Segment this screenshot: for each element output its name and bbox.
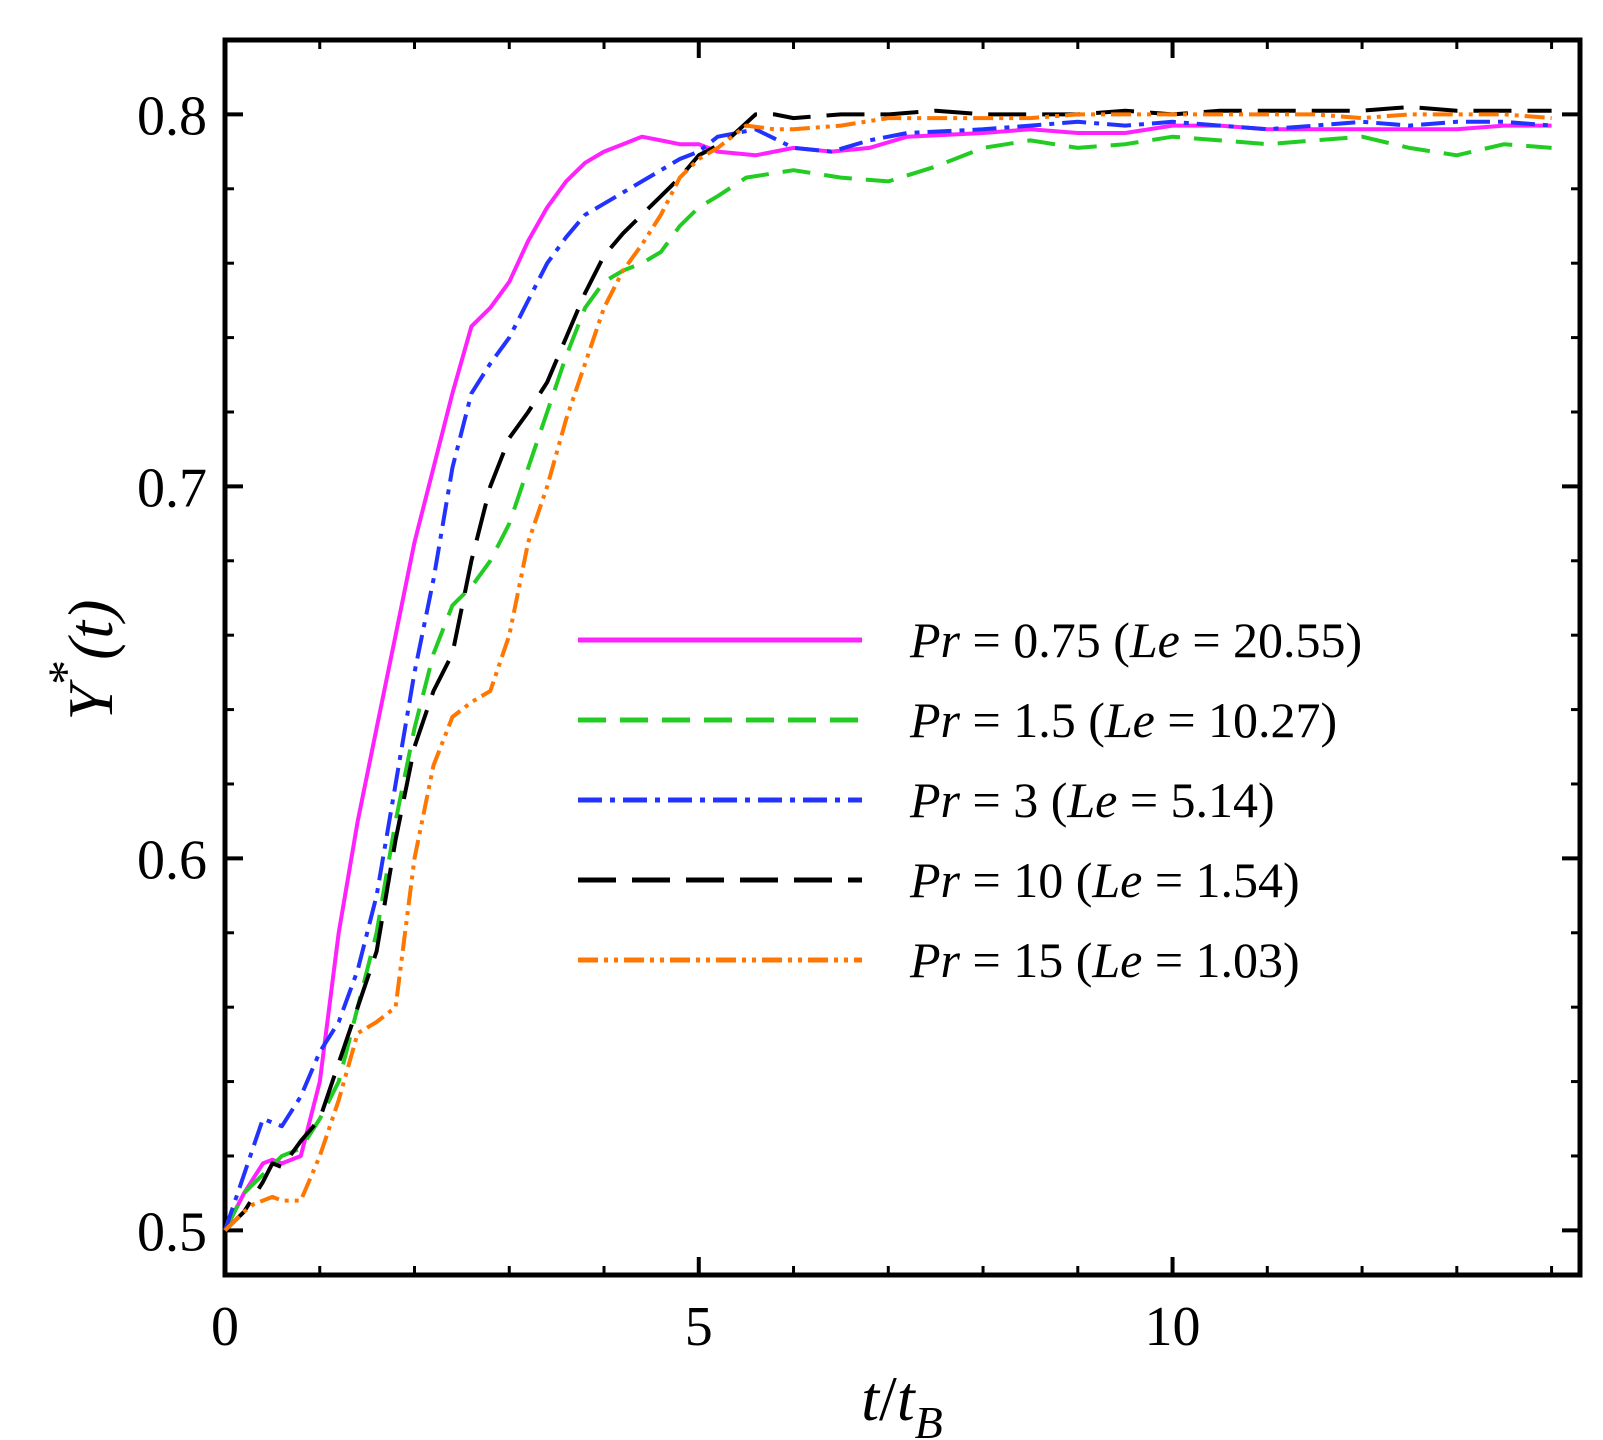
y-axis-title-var: Y xyxy=(55,679,126,721)
y-tick-label: 0.6 xyxy=(137,829,207,891)
series-layer xyxy=(223,105,1552,1232)
legend-label-part: Pr xyxy=(909,932,961,988)
legend-label-part: = 5.14) xyxy=(1117,772,1274,828)
x-tick-label: 5 xyxy=(685,1296,713,1358)
legend: Pr = 0.75 (Le = 20.55)Pr = 1.5 (Le = 10.… xyxy=(578,612,1362,988)
legend-label-part: = 10.27) xyxy=(1155,692,1337,748)
legend-label-part: Le xyxy=(1091,852,1142,908)
legend-label-part: = 1.54) xyxy=(1142,852,1299,908)
legend-label-part: Le xyxy=(1066,772,1117,828)
x-axis-title-subscript: B xyxy=(915,1397,943,1440)
legend-label-1: Pr = 0.75 (Le = 20.55) xyxy=(909,612,1362,668)
series-line-4 xyxy=(223,105,1552,1232)
legend-label-part: Le xyxy=(1129,612,1180,668)
x-axis-title: t/tB xyxy=(861,1363,942,1440)
legend-label-part: = 3 ( xyxy=(960,772,1067,828)
legend-label-5: Pr = 15 (Le = 1.03) xyxy=(909,932,1300,988)
plot-frame xyxy=(222,37,1583,1278)
axis-ticks xyxy=(223,40,1580,1275)
series-line-1 xyxy=(223,123,1552,1232)
y-tick-label: 0.7 xyxy=(137,457,207,519)
legend-label-3: Pr = 3 (Le = 5.14) xyxy=(909,772,1275,828)
tick-labels: 0 5 10 0.5 0.6 0.7 0.8 xyxy=(137,85,1201,1358)
y-axis-title-superscript: * xyxy=(37,660,93,685)
legend-label-part: = 20.55) xyxy=(1180,612,1362,668)
legend-label-part: = 15 ( xyxy=(960,932,1092,988)
x-axis-title-var-a: t xyxy=(861,1363,881,1434)
legend-label-part: Pr xyxy=(909,772,961,828)
legend-label-4: Pr = 10 (Le = 1.54) xyxy=(909,852,1300,908)
x-tick-label: 10 xyxy=(1145,1296,1201,1358)
legend-label-part: = 0.75 ( xyxy=(960,612,1130,668)
y-tick-label: 0.5 xyxy=(137,1201,207,1263)
legend-label-part: = 1.03) xyxy=(1142,932,1299,988)
x-axis-title-slash: / xyxy=(879,1363,897,1434)
legend-label-2: Pr = 1.5 (Le = 10.27) xyxy=(909,692,1337,748)
legend-label-part: Pr xyxy=(909,692,961,748)
y-axis-title: Y*(t) xyxy=(37,600,126,721)
x-axis-title-var-b: t xyxy=(897,1363,917,1434)
legend-label-part: = 10 ( xyxy=(960,852,1092,908)
y-tick-label: 0.8 xyxy=(137,85,207,147)
series-line-2 xyxy=(223,134,1552,1232)
series-line-5 xyxy=(223,112,1552,1232)
series-line-3 xyxy=(223,119,1552,1232)
legend-label-part: Le xyxy=(1091,932,1142,988)
legend-label-part: Le xyxy=(1104,692,1155,748)
legend-label-part: Pr xyxy=(909,612,961,668)
legend-label-part: = 1.5 ( xyxy=(960,692,1105,748)
x-tick-label: 0 xyxy=(211,1296,239,1358)
legend-label-part: Pr xyxy=(909,852,961,908)
y-axis-title-rest: (t) xyxy=(55,600,126,660)
